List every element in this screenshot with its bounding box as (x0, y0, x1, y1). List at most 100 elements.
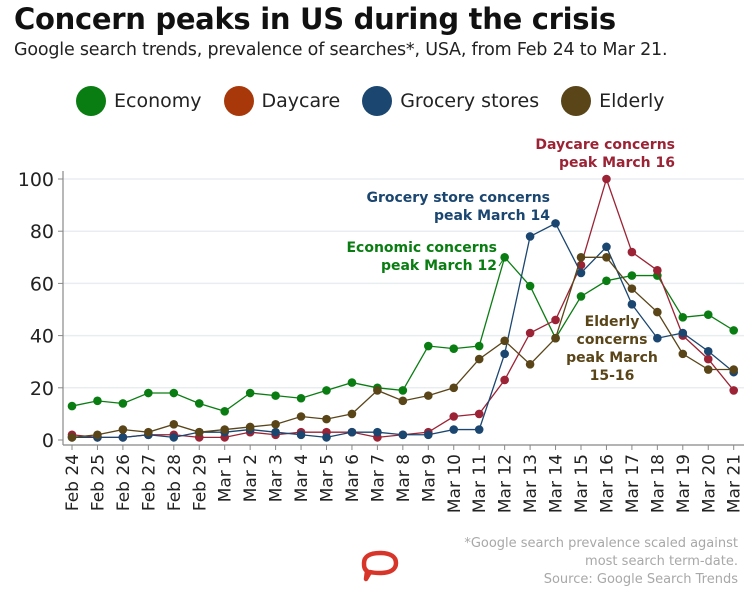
x-tick-label: Mar 21 (725, 454, 745, 513)
x-tick-label: Mar 12 (496, 454, 516, 513)
legend-label-daycare: Daycare (261, 90, 341, 112)
x-tick-label: Mar 6 (343, 454, 363, 502)
data-point-elderly (653, 307, 662, 317)
x-tick-label: Mar 14 (547, 454, 567, 513)
data-point-economy (118, 399, 128, 408)
data-point-economy (296, 393, 306, 403)
data-point-elderly (220, 425, 229, 434)
data-point-economy (602, 276, 611, 286)
data-point-daycare (703, 354, 713, 364)
data-point-economy (169, 388, 179, 398)
legend-item-daycare: Daycare (223, 86, 341, 116)
annotation-line: peak March 14 (434, 208, 550, 224)
x-tick-label: Mar 19 (674, 454, 694, 513)
data-point-daycare (729, 386, 738, 395)
chart-subtitle: Google search trends, prevalence of sear… (14, 40, 668, 60)
data-point-elderly (245, 422, 255, 432)
data-point-grocery-stores (576, 268, 586, 278)
annotation-leader-economy (498, 260, 504, 267)
data-point-economy (93, 396, 102, 406)
data-point-daycare (551, 315, 560, 325)
x-tick-label: Feb 26 (114, 454, 134, 511)
x-tick-label: Mar 7 (368, 454, 388, 502)
data-point-elderly (525, 360, 535, 369)
data-point-grocery-stores (118, 433, 128, 442)
legend: Economy Daycare Grocery stores Elderly (76, 86, 687, 116)
footnote-line-2: most search term-date. (585, 554, 738, 569)
data-point-grocery-stores (551, 219, 560, 228)
data-point-grocery-stores (398, 430, 408, 440)
series-elderly (67, 252, 738, 442)
x-tick-label: Mar 5 (318, 454, 338, 502)
data-point-grocery-stores (627, 299, 637, 309)
data-point-elderly (169, 420, 179, 429)
annotation-grocery-stores: Grocery store concerns peak March 14 (366, 190, 550, 224)
x-tick-label: Mar 17 (623, 454, 643, 513)
data-point-economy (144, 388, 153, 398)
data-point-elderly (729, 365, 738, 374)
y-tick-label: 20 (30, 378, 54, 400)
data-point-daycare (653, 266, 662, 275)
x-tick-label: Mar 16 (597, 454, 617, 513)
data-point-grocery-stores (169, 433, 179, 442)
data-point-elderly (322, 414, 331, 424)
data-point-economy (347, 378, 357, 387)
x-tick-label: Feb 27 (139, 454, 159, 511)
data-point-elderly (398, 396, 408, 406)
data-point-economy (424, 341, 433, 351)
legend-swatch-daycare (223, 86, 254, 116)
y-tick-label: 0 (42, 430, 54, 452)
data-point-daycare (500, 375, 509, 385)
data-point-elderly (424, 391, 433, 400)
x-tick-label: Mar 3 (267, 454, 287, 502)
x-tick-label: Mar 20 (699, 454, 719, 513)
x-tick-label: Mar 9 (419, 454, 439, 502)
data-point-grocery-stores (271, 427, 280, 437)
x-tick-label: Feb 28 (165, 454, 185, 511)
data-point-economy (271, 391, 280, 400)
data-point-elderly (67, 433, 77, 442)
data-point-grocery-stores (322, 433, 331, 442)
data-point-grocery-stores (653, 333, 662, 343)
source-text: Source: Google Search Trends (543, 572, 738, 587)
y-tick-label: 40 (30, 326, 54, 348)
x-tick-label: Mar 8 (394, 454, 414, 502)
data-point-economy (729, 326, 738, 335)
data-point-elderly (627, 284, 637, 293)
data-point-grocery-stores (474, 425, 484, 434)
y-tick-label: 80 (30, 221, 54, 243)
legend-item-economy: Economy (76, 86, 202, 116)
data-point-elderly (144, 427, 153, 437)
data-point-daycare (627, 247, 637, 257)
data-point-elderly (296, 412, 306, 421)
data-point-elderly (271, 420, 280, 429)
data-point-economy (220, 406, 229, 416)
data-point-grocery-stores (424, 430, 433, 440)
data-point-elderly (347, 409, 357, 419)
data-point-grocery-stores (449, 425, 459, 434)
chart-title: Concern peaks in US during the crisis (14, 2, 616, 36)
x-tick-label: Mar 2 (241, 454, 261, 502)
data-point-daycare (525, 328, 535, 338)
footnote-line-1: *Google search prevalence scaled against (464, 536, 738, 551)
legend-label-economy: Economy (114, 90, 202, 112)
x-tick-label: Mar 15 (572, 454, 592, 513)
data-point-elderly (449, 383, 459, 393)
annotation-elderly: Elderly concerns peak March 15-16 (566, 314, 658, 384)
y-tick-label: 100 (18, 169, 54, 191)
data-point-grocery-stores (500, 349, 509, 359)
data-point-grocery-stores (373, 427, 382, 437)
data-point-grocery-stores (525, 232, 535, 241)
data-point-economy (474, 341, 484, 351)
data-point-daycare (474, 409, 484, 419)
data-point-grocery-stores (703, 346, 713, 356)
data-point-grocery-stores (602, 242, 611, 252)
data-point-elderly (678, 349, 688, 359)
data-point-economy (67, 401, 77, 411)
legend-label-grocery: Grocery stores (400, 90, 540, 112)
annotation-line: 15-16 (590, 368, 635, 384)
data-point-economy (194, 399, 204, 408)
data-point-elderly (93, 430, 102, 440)
data-point-elderly (551, 333, 560, 343)
y-tick-label: 60 (30, 273, 54, 295)
